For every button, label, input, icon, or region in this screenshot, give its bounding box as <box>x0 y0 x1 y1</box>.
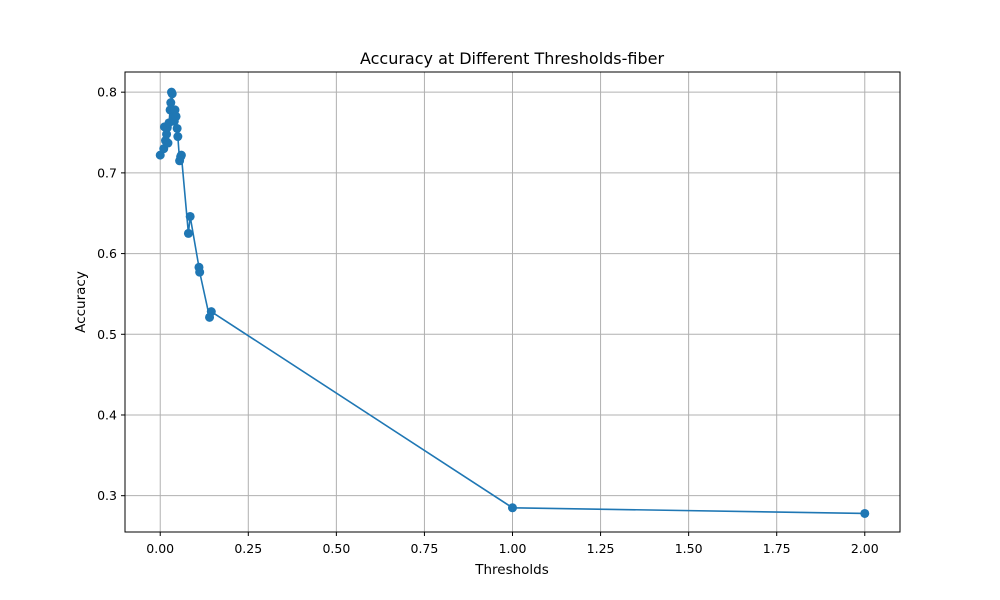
y-tick-label: 0.8 <box>97 85 117 100</box>
data-point <box>206 307 216 317</box>
data-point <box>173 132 183 142</box>
data-point <box>185 211 195 221</box>
x-tick-label: 1.50 <box>675 541 703 556</box>
y-axis-label: Accuracy <box>73 271 89 333</box>
data-point <box>176 150 186 160</box>
data-point <box>860 508 870 518</box>
x-tick-label: 0.75 <box>411 541 439 556</box>
data-point <box>195 267 205 277</box>
data-point <box>508 503 517 513</box>
data-point <box>163 138 173 148</box>
x-axis-label: Thresholds <box>474 562 549 578</box>
x-tick-label: 1.00 <box>499 541 527 556</box>
x-tick-label: 2.00 <box>851 541 879 556</box>
data-point <box>166 98 176 108</box>
x-tick-label: 0.00 <box>146 541 174 556</box>
y-tick-label: 0.3 <box>97 488 117 503</box>
grid-lines <box>125 72 900 532</box>
data-point <box>167 89 177 99</box>
y-tick-label: 0.6 <box>97 246 117 261</box>
data-point <box>172 123 182 133</box>
y-tick-label: 0.4 <box>97 407 117 422</box>
y-tick-label: 0.5 <box>97 327 117 342</box>
y-tick-label: 0.7 <box>97 165 117 180</box>
axis-ticks: 0.00 0.25 0.50 0.75 1.00 1.25 1.50 1.75 2.00 0.3 0… <box>97 85 879 556</box>
data-point <box>183 228 193 238</box>
x-tick-label: 0.25 <box>234 541 262 556</box>
x-tick-label: 1.75 <box>763 541 791 556</box>
data-point <box>171 111 181 121</box>
data-series <box>155 87 870 518</box>
x-tick-label: 0.50 <box>322 541 350 556</box>
chart-title: Accuracy at Different Thresholds-fiber <box>360 49 665 68</box>
x-tick-label: 1.25 <box>587 541 615 556</box>
